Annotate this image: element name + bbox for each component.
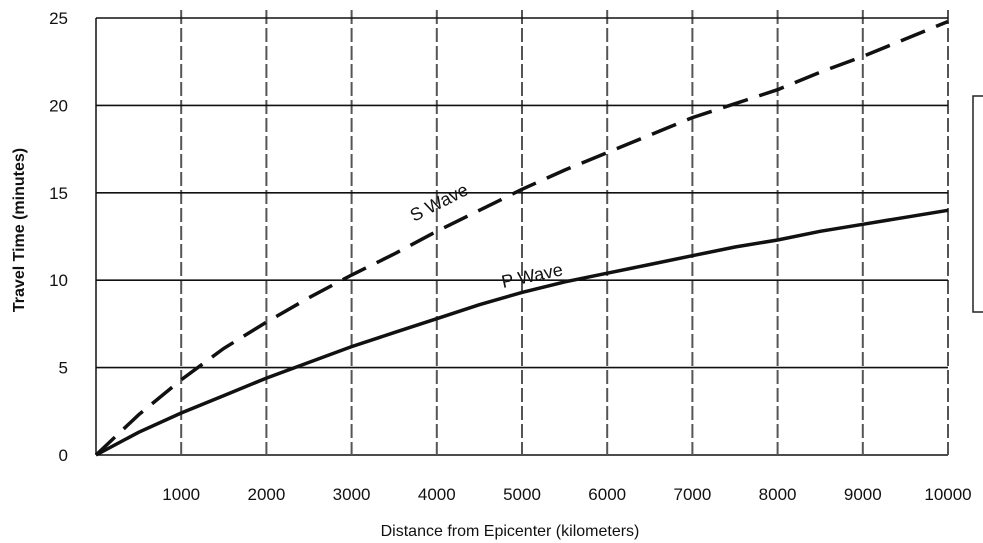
x-tick-label: 5000 (503, 485, 541, 504)
y-tick-label: 20 (49, 96, 68, 115)
x-tick-label: 6000 (588, 485, 626, 504)
s-wave-line (94, 19, 949, 457)
tick-labels: 1000 2000 3000 4000 5000 6000 7000 8000 9000 1000… (49, 9, 972, 504)
x-tick-label: 1000 (162, 485, 200, 504)
grid-lines (95, 10, 949, 456)
x-tick-label: 8000 (759, 485, 797, 504)
y-tick-label: 25 (49, 9, 68, 28)
y-tick-label: 0 (59, 446, 68, 465)
y-tick-label: 10 (49, 271, 68, 290)
x-tick-label: 10000 (924, 485, 971, 504)
x-tick-label: 4000 (418, 485, 456, 504)
x-tick-label: 3000 (333, 485, 371, 504)
x-tick-label: 2000 (247, 485, 285, 504)
x-tick-label: 7000 (673, 485, 711, 504)
y-tick-label: 15 (49, 184, 68, 203)
y-tick-label: 5 (59, 359, 68, 378)
p-wave-label: P Wave (500, 259, 565, 291)
p-wave-line (95, 208, 949, 457)
x-axis-label: Distance from Epicenter (kilometers) (381, 523, 640, 540)
x-tick-label: 9000 (844, 485, 882, 504)
series-lines (94, 19, 949, 457)
side-box (972, 95, 983, 313)
y-axis-label: Travel Time (minutes) (11, 148, 28, 312)
